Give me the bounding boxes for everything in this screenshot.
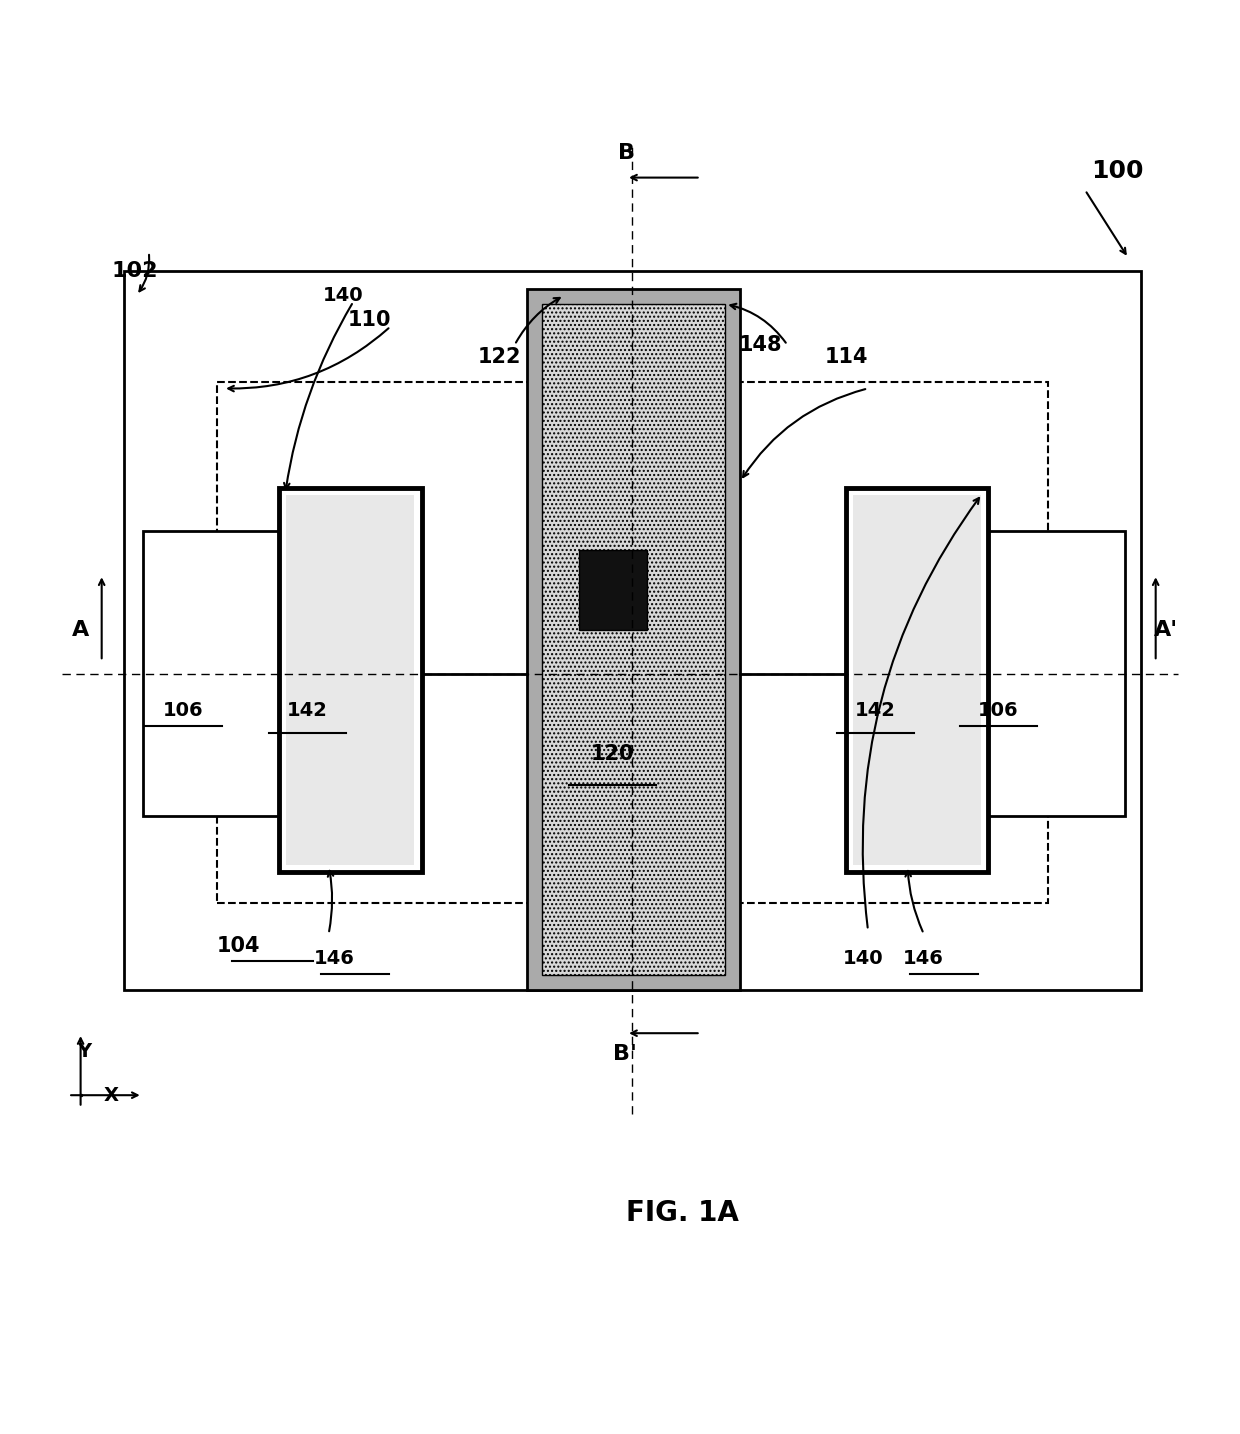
Bar <box>579 549 647 630</box>
Text: 104: 104 <box>217 936 260 956</box>
Bar <box>286 495 414 865</box>
Bar <box>527 290 740 989</box>
Bar <box>853 495 981 865</box>
Bar <box>124 271 1141 989</box>
Text: A': A' <box>1153 619 1178 640</box>
Bar <box>951 531 1125 816</box>
Text: 114: 114 <box>825 347 868 367</box>
Text: 146: 146 <box>314 949 355 968</box>
Text: 142: 142 <box>288 701 327 720</box>
Text: A: A <box>72 619 89 640</box>
Text: 120: 120 <box>590 744 635 764</box>
Bar <box>217 383 1048 903</box>
Text: 106: 106 <box>978 701 1018 720</box>
Bar <box>542 304 725 975</box>
Text: B: B <box>618 143 635 163</box>
Text: B': B' <box>613 1044 637 1064</box>
Bar <box>279 488 422 872</box>
Text: Y: Y <box>77 1043 92 1061</box>
Text: 140: 140 <box>322 285 363 305</box>
Text: X: X <box>104 1086 119 1104</box>
Text: 142: 142 <box>856 701 895 720</box>
Text: 148: 148 <box>739 336 782 356</box>
Text: 106: 106 <box>164 701 203 720</box>
Text: 102: 102 <box>112 261 159 281</box>
Text: 110: 110 <box>347 310 391 330</box>
Text: FIG. 1A: FIG. 1A <box>625 1199 739 1228</box>
Text: 100: 100 <box>1091 159 1143 184</box>
Bar <box>846 488 988 872</box>
Text: 146: 146 <box>903 949 944 968</box>
Bar <box>143 531 316 816</box>
Text: 140: 140 <box>843 949 884 968</box>
Text: 122: 122 <box>477 347 521 367</box>
